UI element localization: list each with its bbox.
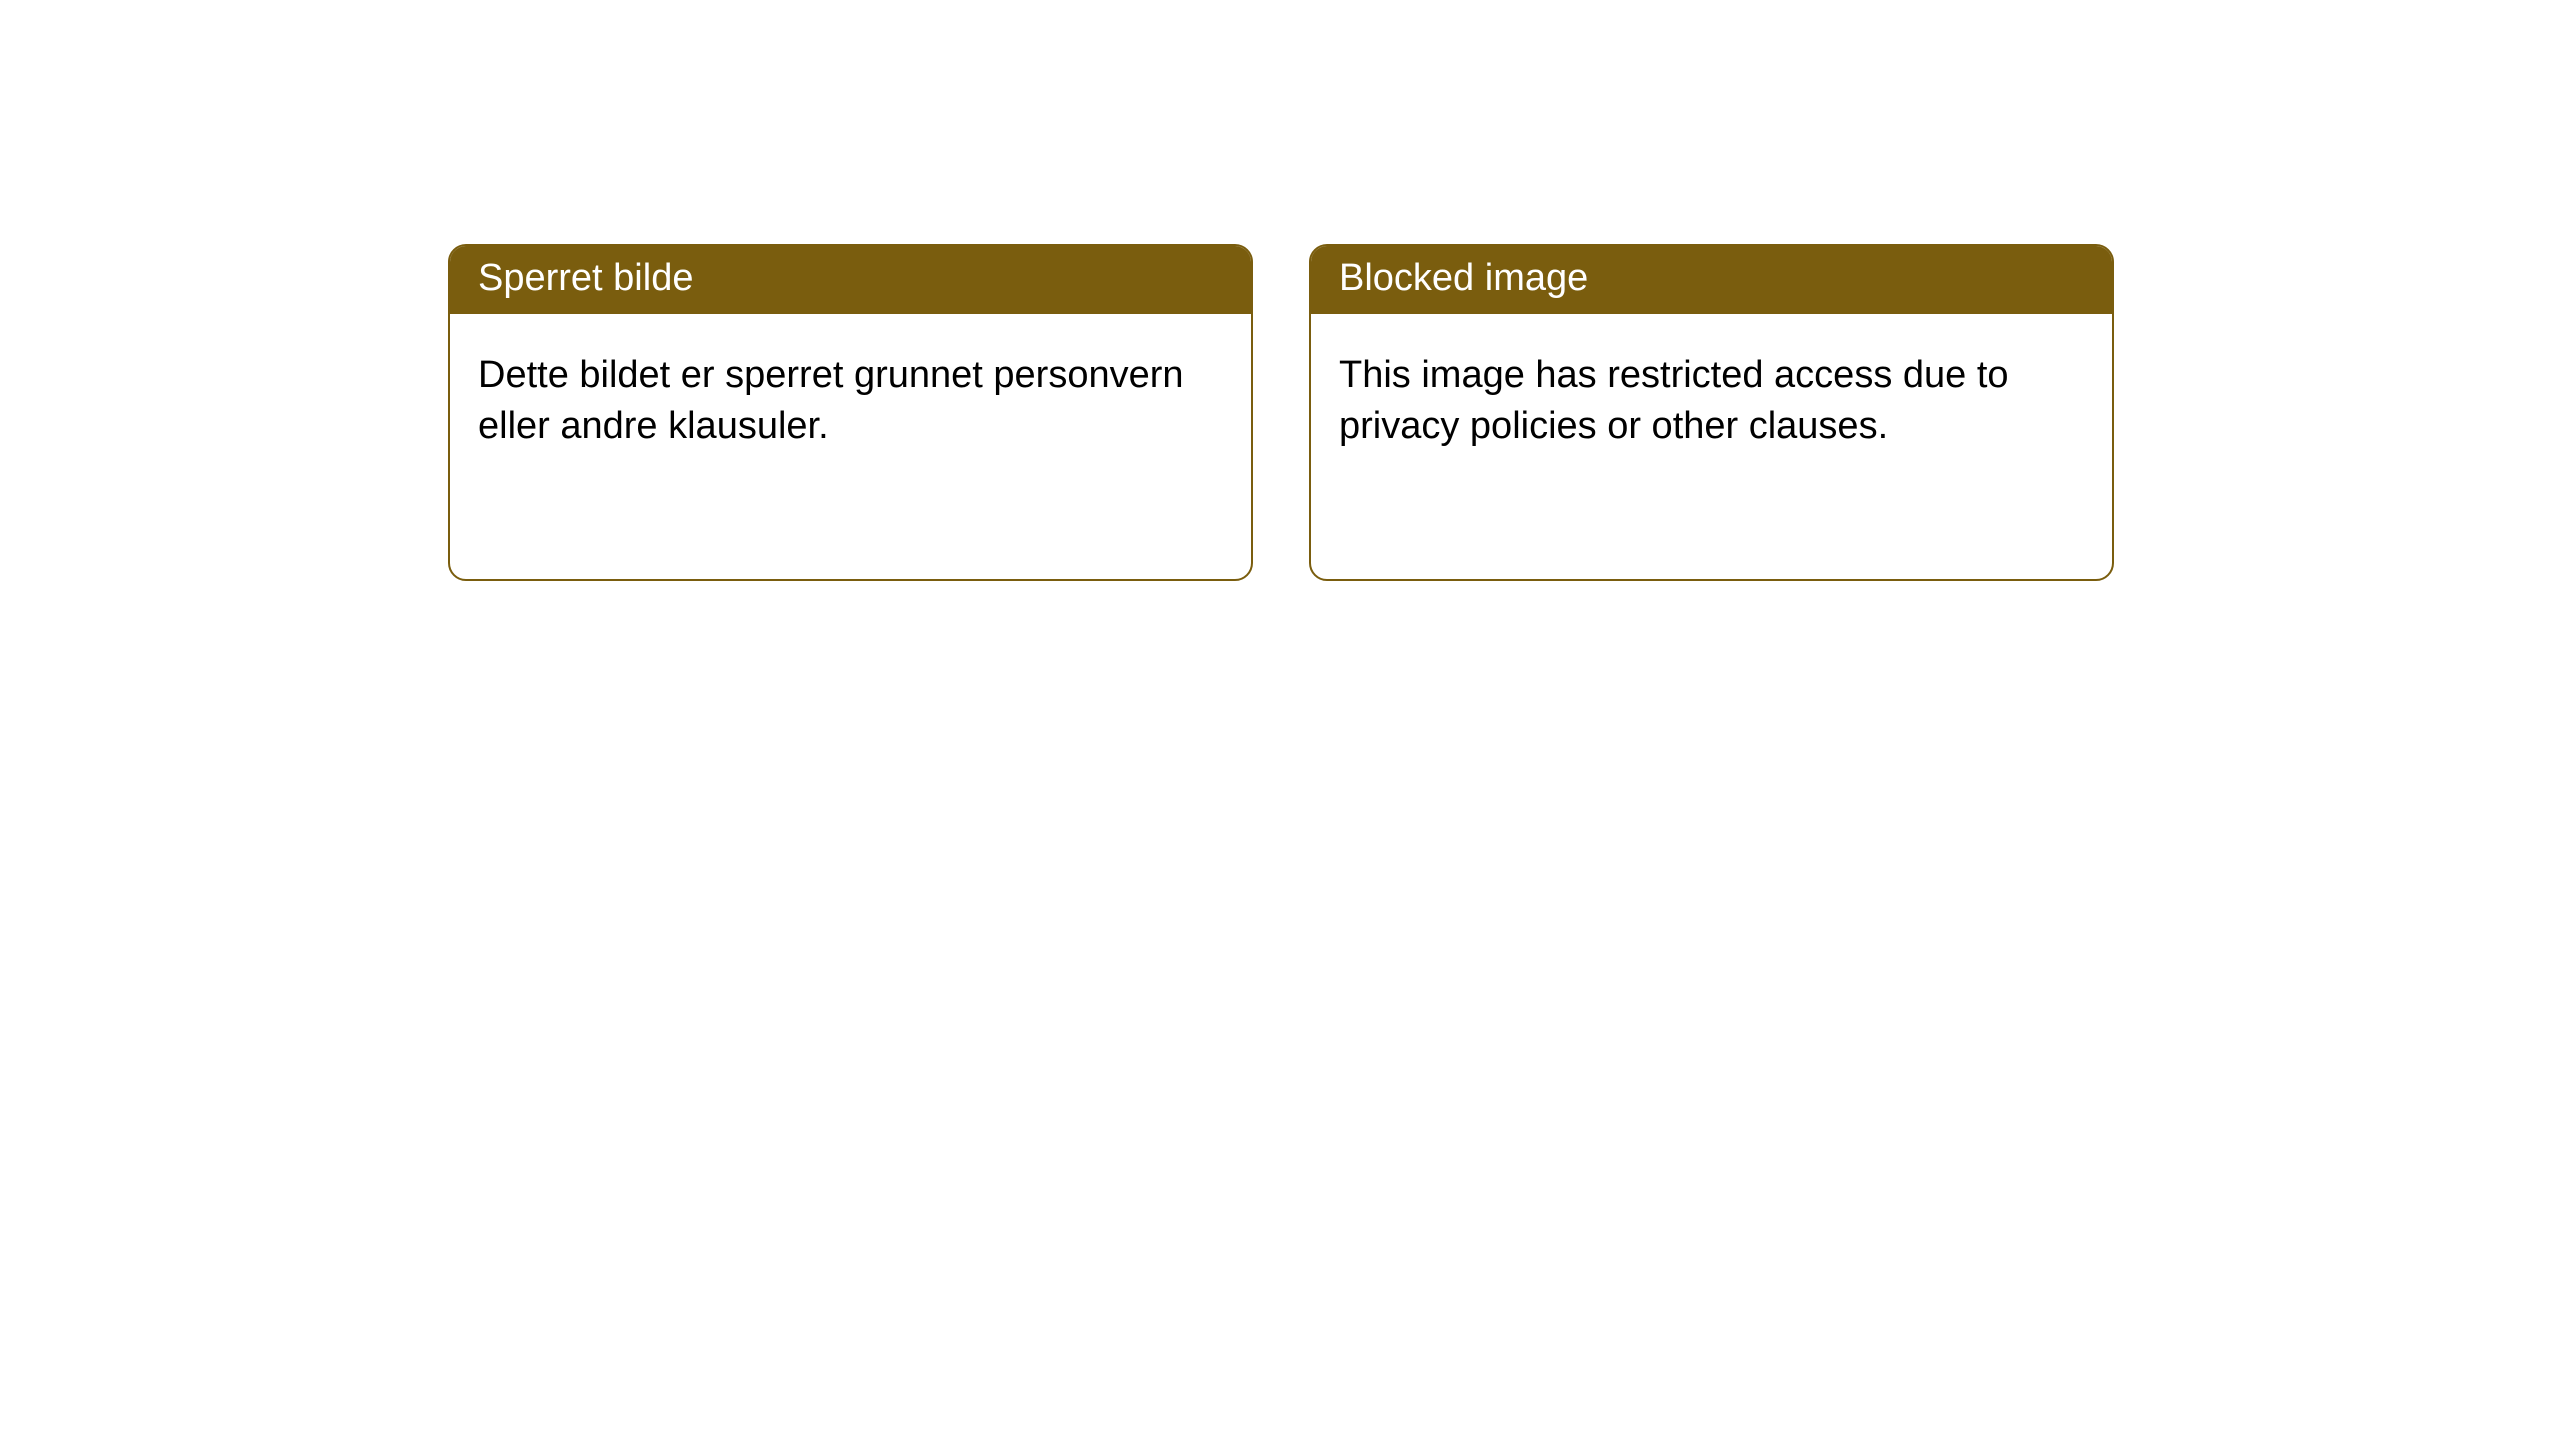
notice-title-en: Blocked image: [1311, 246, 2112, 314]
notice-body-en: This image has restricted access due to …: [1311, 314, 2112, 579]
notice-body-no: Dette bildet er sperret grunnet personve…: [450, 314, 1251, 579]
notice-title-no: Sperret bilde: [450, 246, 1251, 314]
notice-card-en: Blocked image This image has restricted …: [1309, 244, 2114, 581]
notice-text-no: Dette bildet er sperret grunnet personve…: [478, 350, 1223, 453]
notice-container: Sperret bilde Dette bildet er sperret gr…: [0, 0, 2560, 581]
notice-text-en: This image has restricted access due to …: [1339, 350, 2084, 453]
notice-card-no: Sperret bilde Dette bildet er sperret gr…: [448, 244, 1253, 581]
